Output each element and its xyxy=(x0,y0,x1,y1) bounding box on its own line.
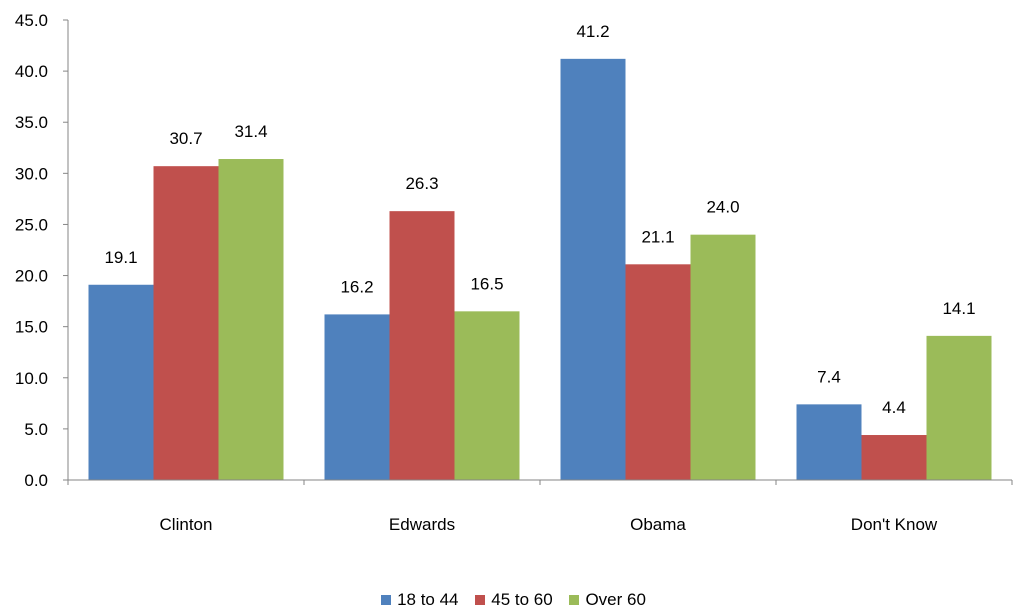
x-category-label: Edwards xyxy=(389,515,455,534)
bar-1 xyxy=(88,284,154,480)
data-label: 7.4 xyxy=(817,367,841,386)
data-label: 19.1 xyxy=(104,248,137,267)
x-category-label: Obama xyxy=(630,515,686,534)
y-tick-label: 40.0 xyxy=(15,62,48,81)
y-tick-label: 20.0 xyxy=(15,267,48,286)
data-label: 26.3 xyxy=(405,174,438,193)
y-tick-label: 25.0 xyxy=(15,215,48,234)
x-category-label: Clinton xyxy=(160,515,213,534)
bar-chart: 0.0 5.0 10.0 15.0 20.0 25.0 30.0 35.0 40.0 45.0 1… xyxy=(15,11,1013,534)
bar-3 xyxy=(454,311,520,480)
data-label: 14.1 xyxy=(942,299,975,318)
bar-2 xyxy=(153,166,219,480)
bar-2 xyxy=(861,435,927,480)
data-label: 31.4 xyxy=(234,122,267,141)
legend-label-series-2: 45 to 60 xyxy=(491,590,553,609)
legend-item-series-3: Over 60 xyxy=(569,590,646,610)
y-tick-label: 45.0 xyxy=(15,11,48,30)
bars xyxy=(88,58,992,480)
y-tick-label: 10.0 xyxy=(15,369,48,388)
data-label: 4.4 xyxy=(882,398,906,417)
y-tick-label: 0.0 xyxy=(24,471,48,490)
bar-1 xyxy=(324,314,390,480)
bar-3 xyxy=(690,234,756,480)
legend-swatch-series-1 xyxy=(381,595,392,605)
legend-label-series-1: 18 to 44 xyxy=(397,590,459,609)
data-labels: 19.1 30.7 31.4 16.2 26.3 16.5 41.2 21.1 24.0 7.4 4… xyxy=(104,22,975,417)
y-axis: 0.0 5.0 10.0 15.0 20.0 25.0 30.0 35.0 40.0 45.0 xyxy=(15,11,69,490)
legend-label-series-3: Over 60 xyxy=(585,590,646,609)
bar-3 xyxy=(926,335,992,480)
bar-2 xyxy=(389,211,455,480)
legend-item-series-2: 45 to 60 xyxy=(475,590,553,610)
legend-item-series-1: 18 to 44 xyxy=(381,590,459,610)
y-tick-label: 15.0 xyxy=(15,318,48,337)
data-label: 30.7 xyxy=(169,129,202,148)
y-tick-label: 30.0 xyxy=(15,164,48,183)
data-label: 21.1 xyxy=(641,227,674,246)
legend-swatch-series-3 xyxy=(569,595,580,605)
legend: 18 to 44 45 to 60 Over 60 xyxy=(0,590,1027,610)
y-tick-label: 35.0 xyxy=(15,113,48,132)
bar-1 xyxy=(796,404,862,480)
legend-swatch-series-2 xyxy=(475,595,486,605)
bar-3 xyxy=(218,159,284,480)
data-label: 16.5 xyxy=(470,274,503,293)
y-tick-label: 5.0 xyxy=(24,420,48,439)
data-label: 16.2 xyxy=(340,277,373,296)
bar-2 xyxy=(625,264,691,480)
data-label: 41.2 xyxy=(576,22,609,41)
x-axis: Clinton Edwards Obama Don't Know xyxy=(67,479,1013,534)
x-category-label: Don't Know xyxy=(851,515,938,534)
bar-1 xyxy=(560,58,626,480)
data-label: 24.0 xyxy=(706,198,739,217)
